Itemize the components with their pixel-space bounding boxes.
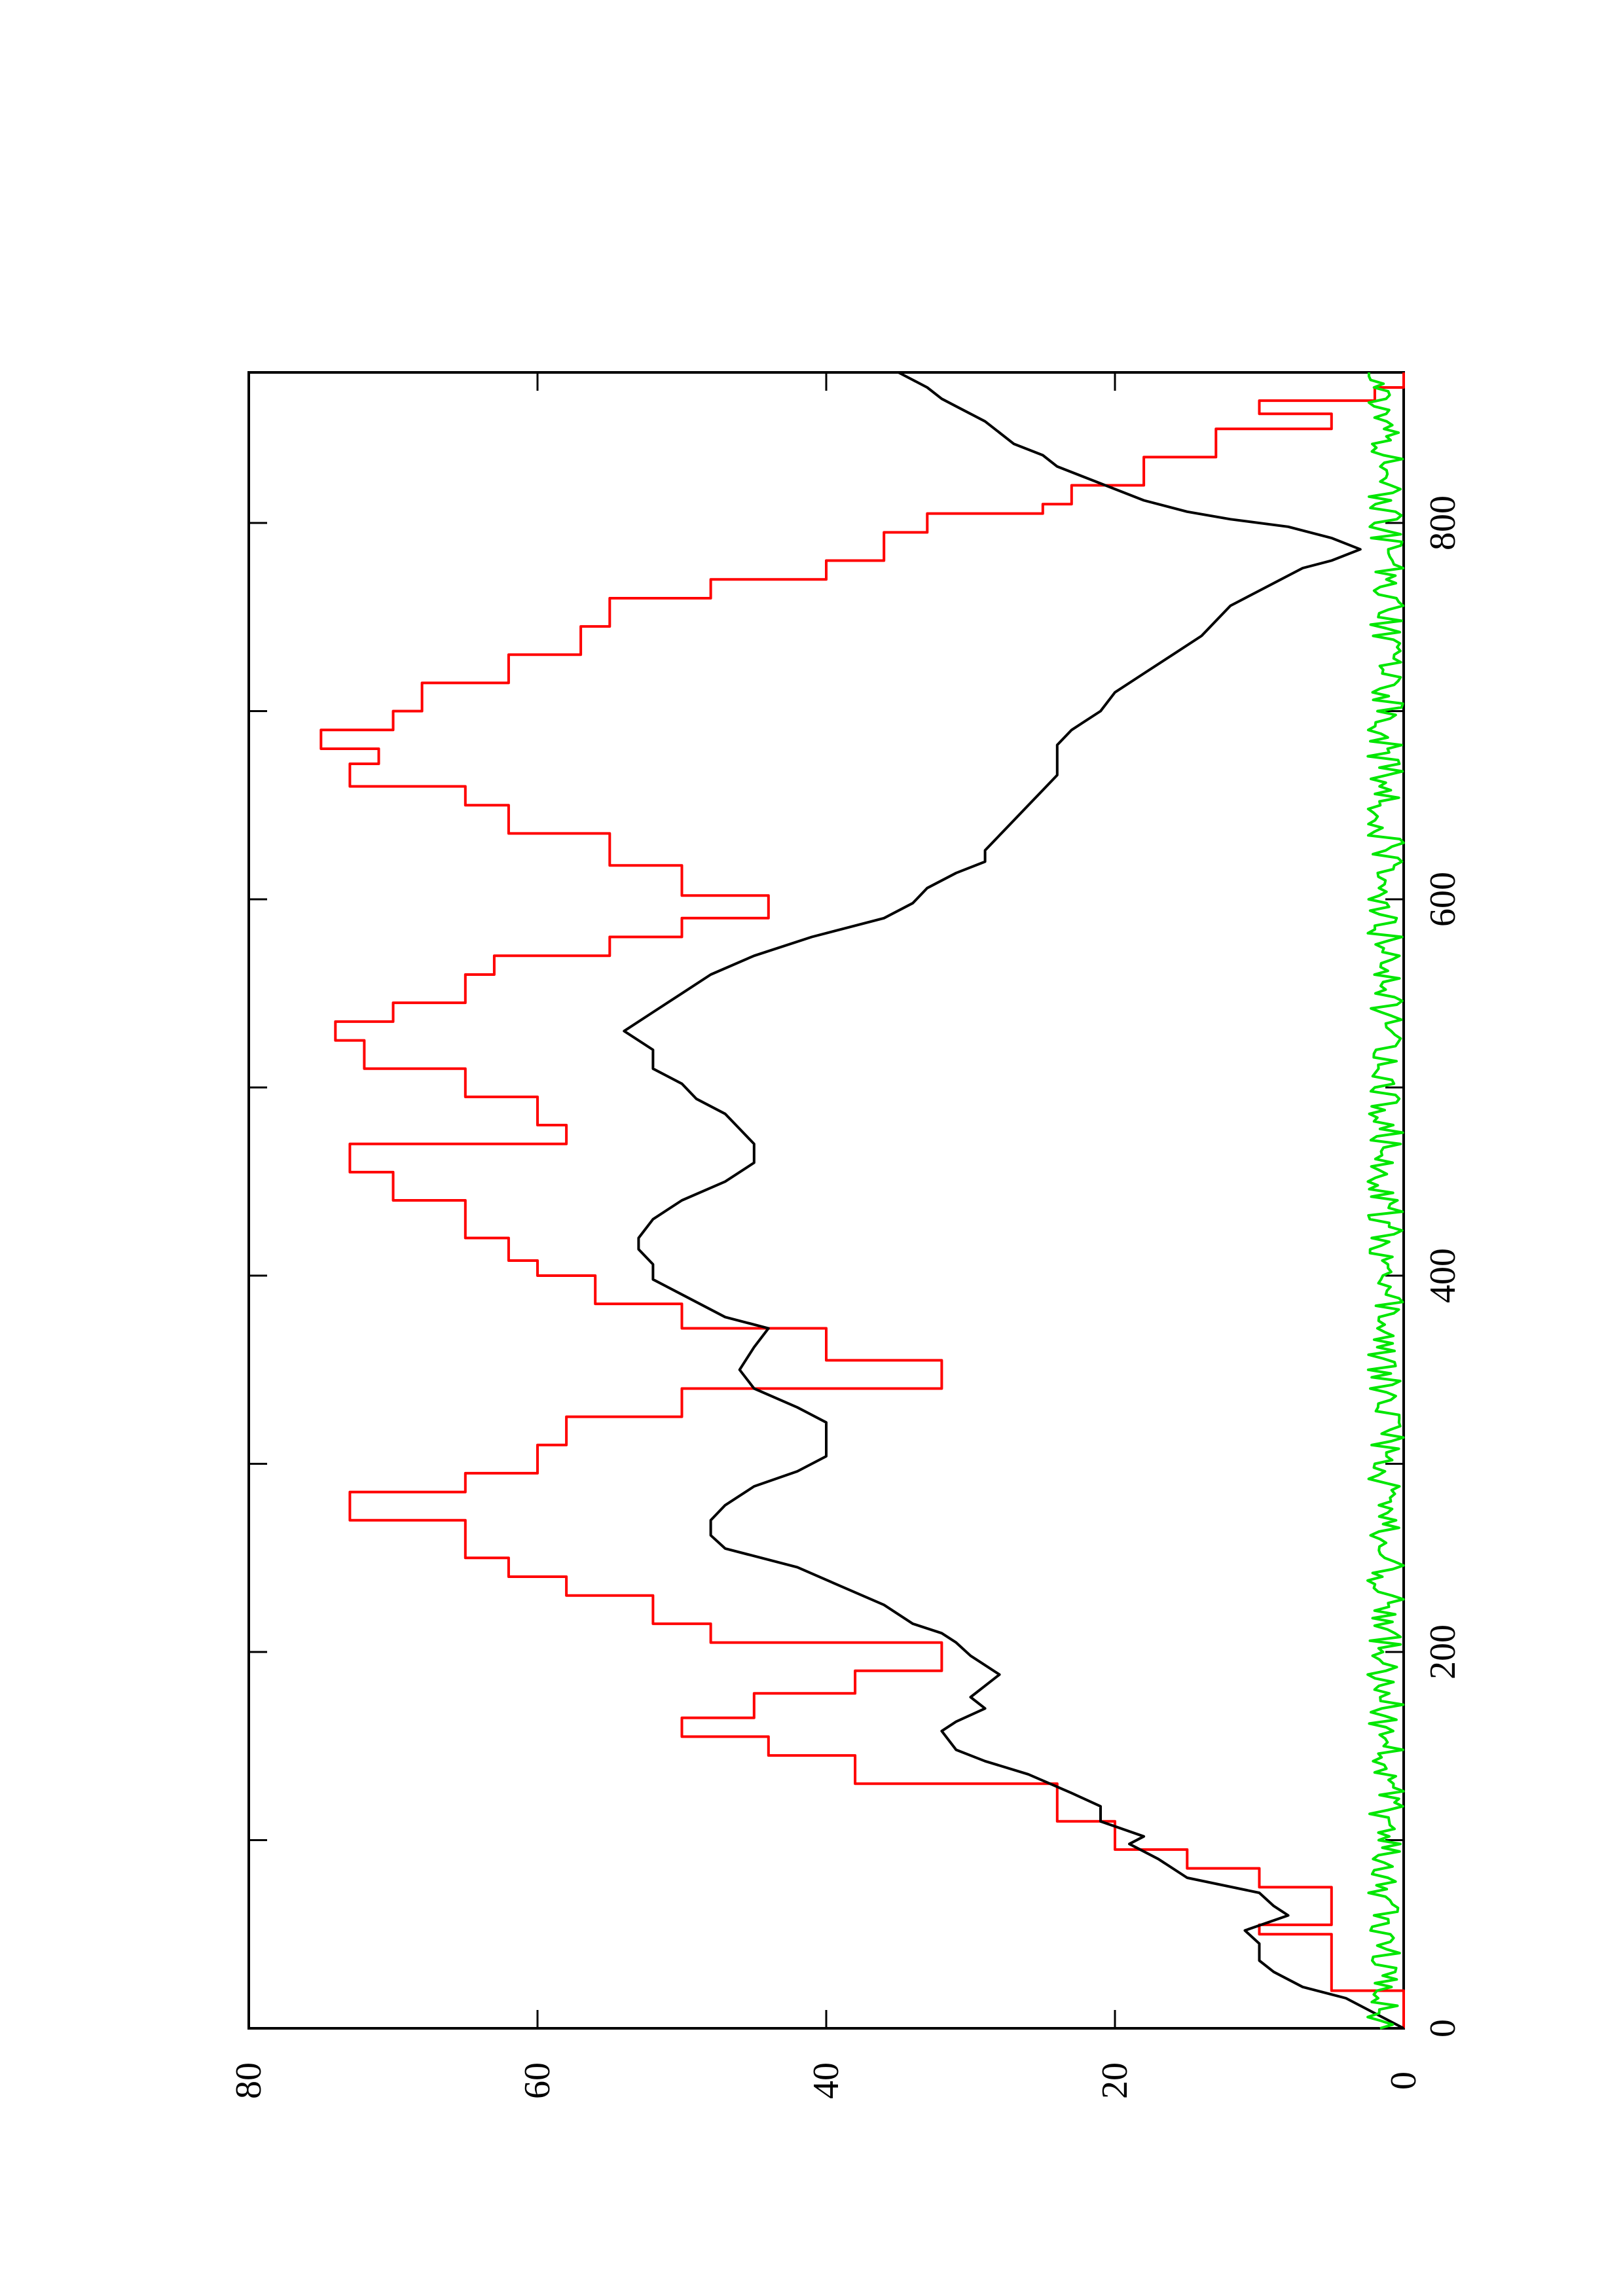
x-tick-label: 0 bbox=[1423, 2019, 1463, 2037]
x-tick-label: 200 bbox=[1423, 1624, 1463, 1679]
y-tick-label: 40 bbox=[806, 2062, 847, 2099]
x-tick-label: 400 bbox=[1423, 1248, 1463, 1303]
axis-ticks bbox=[247, 372, 1405, 2030]
series-line-3 bbox=[1366, 372, 1405, 2030]
y-tick-label: 0 bbox=[1383, 2072, 1424, 2090]
y-tick-label: 60 bbox=[517, 2062, 558, 2099]
series-line-2 bbox=[623, 371, 1404, 2030]
y-tick-label: 20 bbox=[1095, 2062, 1135, 2099]
x-tick-label: 600 bbox=[1423, 872, 1463, 927]
series-group bbox=[319, 371, 1405, 2030]
series-line-1 bbox=[319, 372, 1405, 2028]
y-tick-label: 80 bbox=[228, 2062, 269, 2099]
axis-tick-labels: 0 200 400 600 800 0 20 40 60 80 bbox=[228, 495, 1463, 2099]
x-tick-label: 800 bbox=[1423, 495, 1463, 550]
